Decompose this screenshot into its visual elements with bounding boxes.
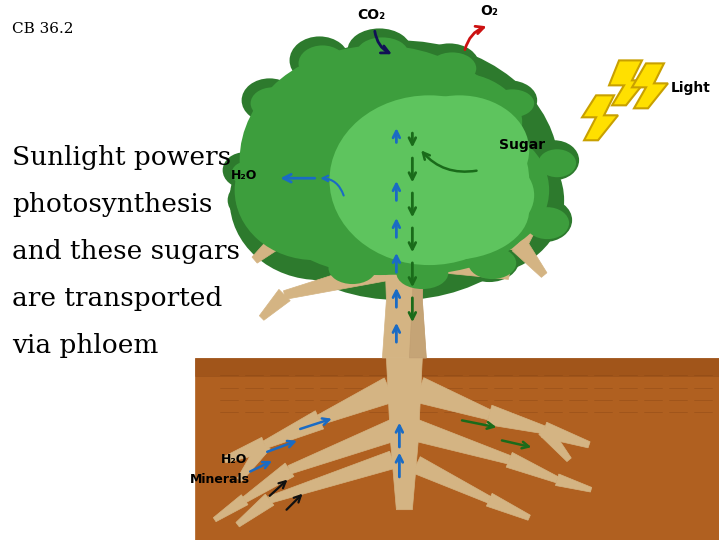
Polygon shape bbox=[387, 358, 423, 510]
Ellipse shape bbox=[230, 120, 410, 280]
Text: O₂: O₂ bbox=[480, 4, 498, 18]
Ellipse shape bbox=[240, 45, 519, 275]
Polygon shape bbox=[582, 96, 618, 140]
Polygon shape bbox=[263, 411, 323, 448]
Ellipse shape bbox=[387, 72, 522, 172]
Ellipse shape bbox=[348, 29, 411, 72]
Polygon shape bbox=[243, 463, 294, 502]
Polygon shape bbox=[513, 239, 547, 278]
Ellipse shape bbox=[525, 207, 569, 239]
Polygon shape bbox=[416, 161, 479, 196]
Polygon shape bbox=[213, 495, 248, 522]
Polygon shape bbox=[410, 140, 429, 358]
Ellipse shape bbox=[481, 80, 537, 120]
Ellipse shape bbox=[516, 198, 572, 242]
Ellipse shape bbox=[289, 36, 349, 84]
Ellipse shape bbox=[289, 165, 529, 275]
Polygon shape bbox=[252, 222, 296, 263]
Ellipse shape bbox=[222, 152, 266, 188]
Ellipse shape bbox=[242, 78, 297, 122]
Ellipse shape bbox=[299, 45, 346, 82]
Ellipse shape bbox=[356, 37, 408, 69]
Ellipse shape bbox=[400, 125, 549, 255]
Polygon shape bbox=[194, 358, 719, 376]
Polygon shape bbox=[238, 441, 270, 481]
Ellipse shape bbox=[529, 140, 579, 180]
Text: CO₂: CO₂ bbox=[357, 9, 385, 23]
Polygon shape bbox=[415, 377, 491, 420]
Polygon shape bbox=[379, 140, 429, 358]
Polygon shape bbox=[487, 405, 545, 434]
Ellipse shape bbox=[320, 243, 379, 287]
Ellipse shape bbox=[237, 189, 273, 217]
Text: H₂O: H₂O bbox=[231, 168, 258, 182]
Polygon shape bbox=[289, 201, 387, 235]
Ellipse shape bbox=[260, 70, 419, 190]
Polygon shape bbox=[269, 451, 395, 503]
Polygon shape bbox=[284, 259, 387, 299]
Ellipse shape bbox=[300, 50, 499, 170]
Polygon shape bbox=[506, 453, 559, 483]
Text: Minerals: Minerals bbox=[189, 473, 250, 486]
Ellipse shape bbox=[261, 213, 318, 257]
Polygon shape bbox=[411, 420, 510, 464]
Ellipse shape bbox=[232, 161, 264, 185]
Polygon shape bbox=[541, 422, 590, 448]
Ellipse shape bbox=[390, 96, 529, 205]
Ellipse shape bbox=[384, 72, 534, 188]
Ellipse shape bbox=[271, 222, 315, 254]
Ellipse shape bbox=[428, 52, 476, 84]
Ellipse shape bbox=[279, 69, 419, 172]
Ellipse shape bbox=[397, 257, 449, 289]
Ellipse shape bbox=[468, 247, 516, 279]
Ellipse shape bbox=[395, 125, 564, 275]
Text: Light: Light bbox=[671, 82, 711, 96]
Text: Sunlight powers: Sunlight powers bbox=[12, 145, 231, 170]
Ellipse shape bbox=[328, 252, 377, 284]
Polygon shape bbox=[194, 358, 719, 539]
Ellipse shape bbox=[387, 248, 451, 292]
Ellipse shape bbox=[419, 43, 480, 87]
Ellipse shape bbox=[369, 160, 529, 260]
Polygon shape bbox=[609, 60, 646, 105]
Polygon shape bbox=[288, 420, 398, 474]
Polygon shape bbox=[266, 208, 295, 236]
Text: H₂O: H₂O bbox=[221, 453, 248, 466]
Polygon shape bbox=[555, 474, 592, 492]
Ellipse shape bbox=[235, 120, 395, 260]
Polygon shape bbox=[539, 426, 571, 462]
Ellipse shape bbox=[459, 238, 519, 282]
Polygon shape bbox=[632, 63, 668, 109]
Polygon shape bbox=[413, 457, 491, 503]
Polygon shape bbox=[423, 217, 520, 250]
Polygon shape bbox=[513, 218, 540, 250]
Text: via phloem: via phloem bbox=[12, 333, 158, 358]
Ellipse shape bbox=[330, 96, 529, 265]
Ellipse shape bbox=[424, 153, 534, 237]
Ellipse shape bbox=[240, 40, 559, 300]
Polygon shape bbox=[259, 289, 290, 320]
Text: Sugar: Sugar bbox=[499, 138, 545, 152]
Polygon shape bbox=[328, 161, 393, 199]
Text: photosynthesis: photosynthesis bbox=[12, 192, 212, 217]
Text: are transported: are transported bbox=[12, 286, 222, 311]
Ellipse shape bbox=[325, 56, 494, 155]
Polygon shape bbox=[318, 378, 395, 424]
Text: CB 36.2: CB 36.2 bbox=[12, 23, 73, 37]
Polygon shape bbox=[423, 249, 510, 279]
Text: and these sugars: and these sugars bbox=[12, 239, 240, 264]
Ellipse shape bbox=[538, 149, 576, 177]
Ellipse shape bbox=[269, 170, 529, 290]
Ellipse shape bbox=[490, 89, 534, 117]
Polygon shape bbox=[223, 437, 267, 463]
Polygon shape bbox=[487, 494, 531, 520]
Polygon shape bbox=[236, 494, 274, 527]
Ellipse shape bbox=[251, 87, 294, 119]
Ellipse shape bbox=[228, 180, 276, 220]
